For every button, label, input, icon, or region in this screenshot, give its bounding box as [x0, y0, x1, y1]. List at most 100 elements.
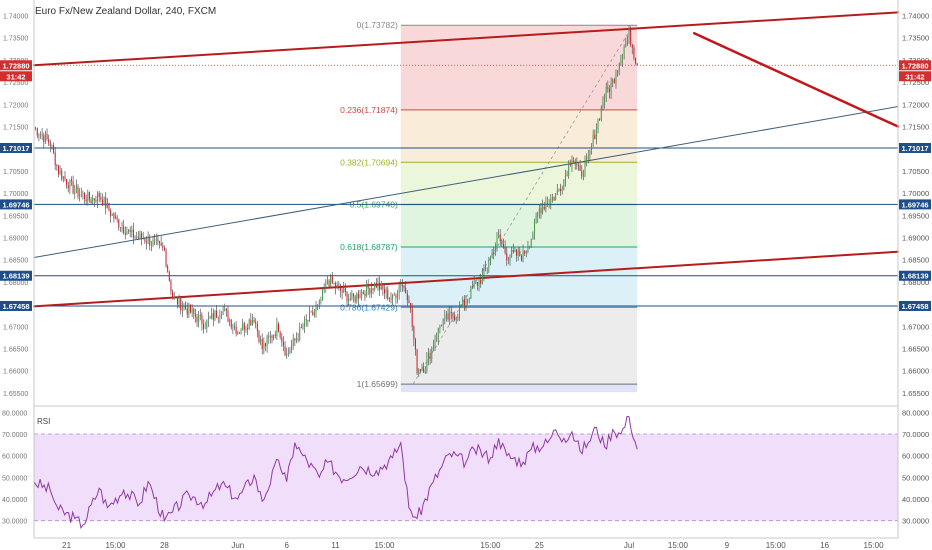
candle — [335, 281, 337, 295]
candle-body — [203, 324, 205, 329]
candle-body — [189, 304, 192, 313]
candle — [260, 335, 262, 346]
time-tick-label: 15:00 — [374, 541, 395, 550]
candle-body — [62, 176, 64, 180]
candle-body — [377, 282, 379, 288]
candle-body — [499, 234, 501, 241]
price-badge — [899, 142, 931, 153]
candle — [299, 322, 301, 342]
candle — [139, 230, 141, 240]
candle-body — [454, 316, 456, 320]
candle-body — [494, 246, 496, 255]
trend-lines[interactable] — [33, 11, 900, 308]
candle-body — [176, 297, 178, 305]
candle — [40, 131, 42, 140]
candle-body — [547, 203, 549, 205]
candle-body — [481, 274, 483, 284]
candle-body — [44, 133, 46, 143]
candle — [181, 301, 183, 318]
candle — [397, 289, 399, 304]
candle — [305, 314, 307, 327]
candle — [600, 105, 602, 122]
candle-body — [132, 229, 134, 238]
candle-body — [250, 319, 252, 326]
candle-body — [79, 194, 81, 197]
candle — [489, 255, 491, 266]
candle-body — [509, 256, 511, 260]
candle-body — [90, 199, 92, 204]
candle — [349, 292, 351, 302]
candle-body — [555, 194, 557, 201]
candle-body — [410, 302, 412, 309]
candle-body — [183, 305, 185, 308]
candle-body — [172, 291, 174, 299]
price-badge — [899, 60, 931, 71]
candle — [348, 293, 350, 307]
candle-body — [522, 250, 524, 261]
candle — [393, 292, 395, 296]
candle — [325, 279, 327, 293]
candle — [198, 311, 200, 328]
candle — [48, 134, 50, 146]
candle-body — [330, 276, 332, 287]
candle — [411, 303, 413, 331]
candle — [612, 78, 614, 88]
candle — [455, 316, 457, 325]
candle — [403, 284, 405, 292]
candle-body — [266, 336, 268, 347]
candle-body — [586, 156, 588, 162]
price-badge-label: 1.67458 — [901, 302, 928, 311]
candle — [538, 203, 540, 219]
candle-body — [274, 334, 276, 337]
candle-body — [77, 186, 79, 197]
candle-body — [150, 244, 152, 246]
candle — [307, 319, 309, 327]
candle-body — [300, 327, 302, 328]
candle — [217, 316, 219, 324]
candle-body — [304, 319, 306, 327]
candle — [173, 291, 175, 301]
candle — [413, 325, 415, 347]
candle — [247, 323, 249, 336]
candle — [320, 296, 322, 305]
candle — [480, 274, 482, 288]
candle-body — [463, 299, 465, 306]
price-badge — [899, 199, 931, 210]
candle-body — [584, 161, 586, 176]
candle-body — [489, 256, 491, 264]
candle-body — [577, 165, 579, 167]
candle-body — [88, 191, 90, 200]
trend-line — [692, 32, 900, 128]
candle — [121, 221, 123, 233]
candle-body — [370, 288, 372, 294]
candle — [172, 289, 174, 300]
candle-body — [592, 134, 594, 146]
candle — [498, 229, 500, 239]
candle-body — [260, 339, 262, 343]
candle-body — [43, 135, 45, 143]
rsi-band-fill — [34, 434, 898, 521]
candle-body — [98, 192, 100, 198]
price-tick-label-left: 1.67000 — [3, 324, 28, 331]
candle — [266, 334, 268, 353]
candle — [188, 302, 190, 318]
candle — [287, 347, 289, 357]
candle-body — [276, 323, 278, 337]
candle — [388, 296, 390, 303]
candle-body — [343, 288, 345, 293]
candle — [454, 311, 456, 322]
candle-body — [69, 179, 71, 189]
fib-band — [400, 25, 638, 110]
candle-body — [268, 336, 270, 338]
candle-body — [286, 353, 288, 356]
candle — [532, 231, 534, 240]
candle-body — [382, 283, 384, 290]
price-tick-label: 1.73500 — [902, 34, 929, 43]
candle — [364, 290, 366, 301]
candle-body — [506, 253, 508, 261]
candle-body — [149, 236, 151, 246]
candle-body — [206, 319, 208, 329]
candle-body — [180, 297, 182, 311]
candle-body — [473, 282, 475, 288]
candle — [408, 295, 410, 304]
